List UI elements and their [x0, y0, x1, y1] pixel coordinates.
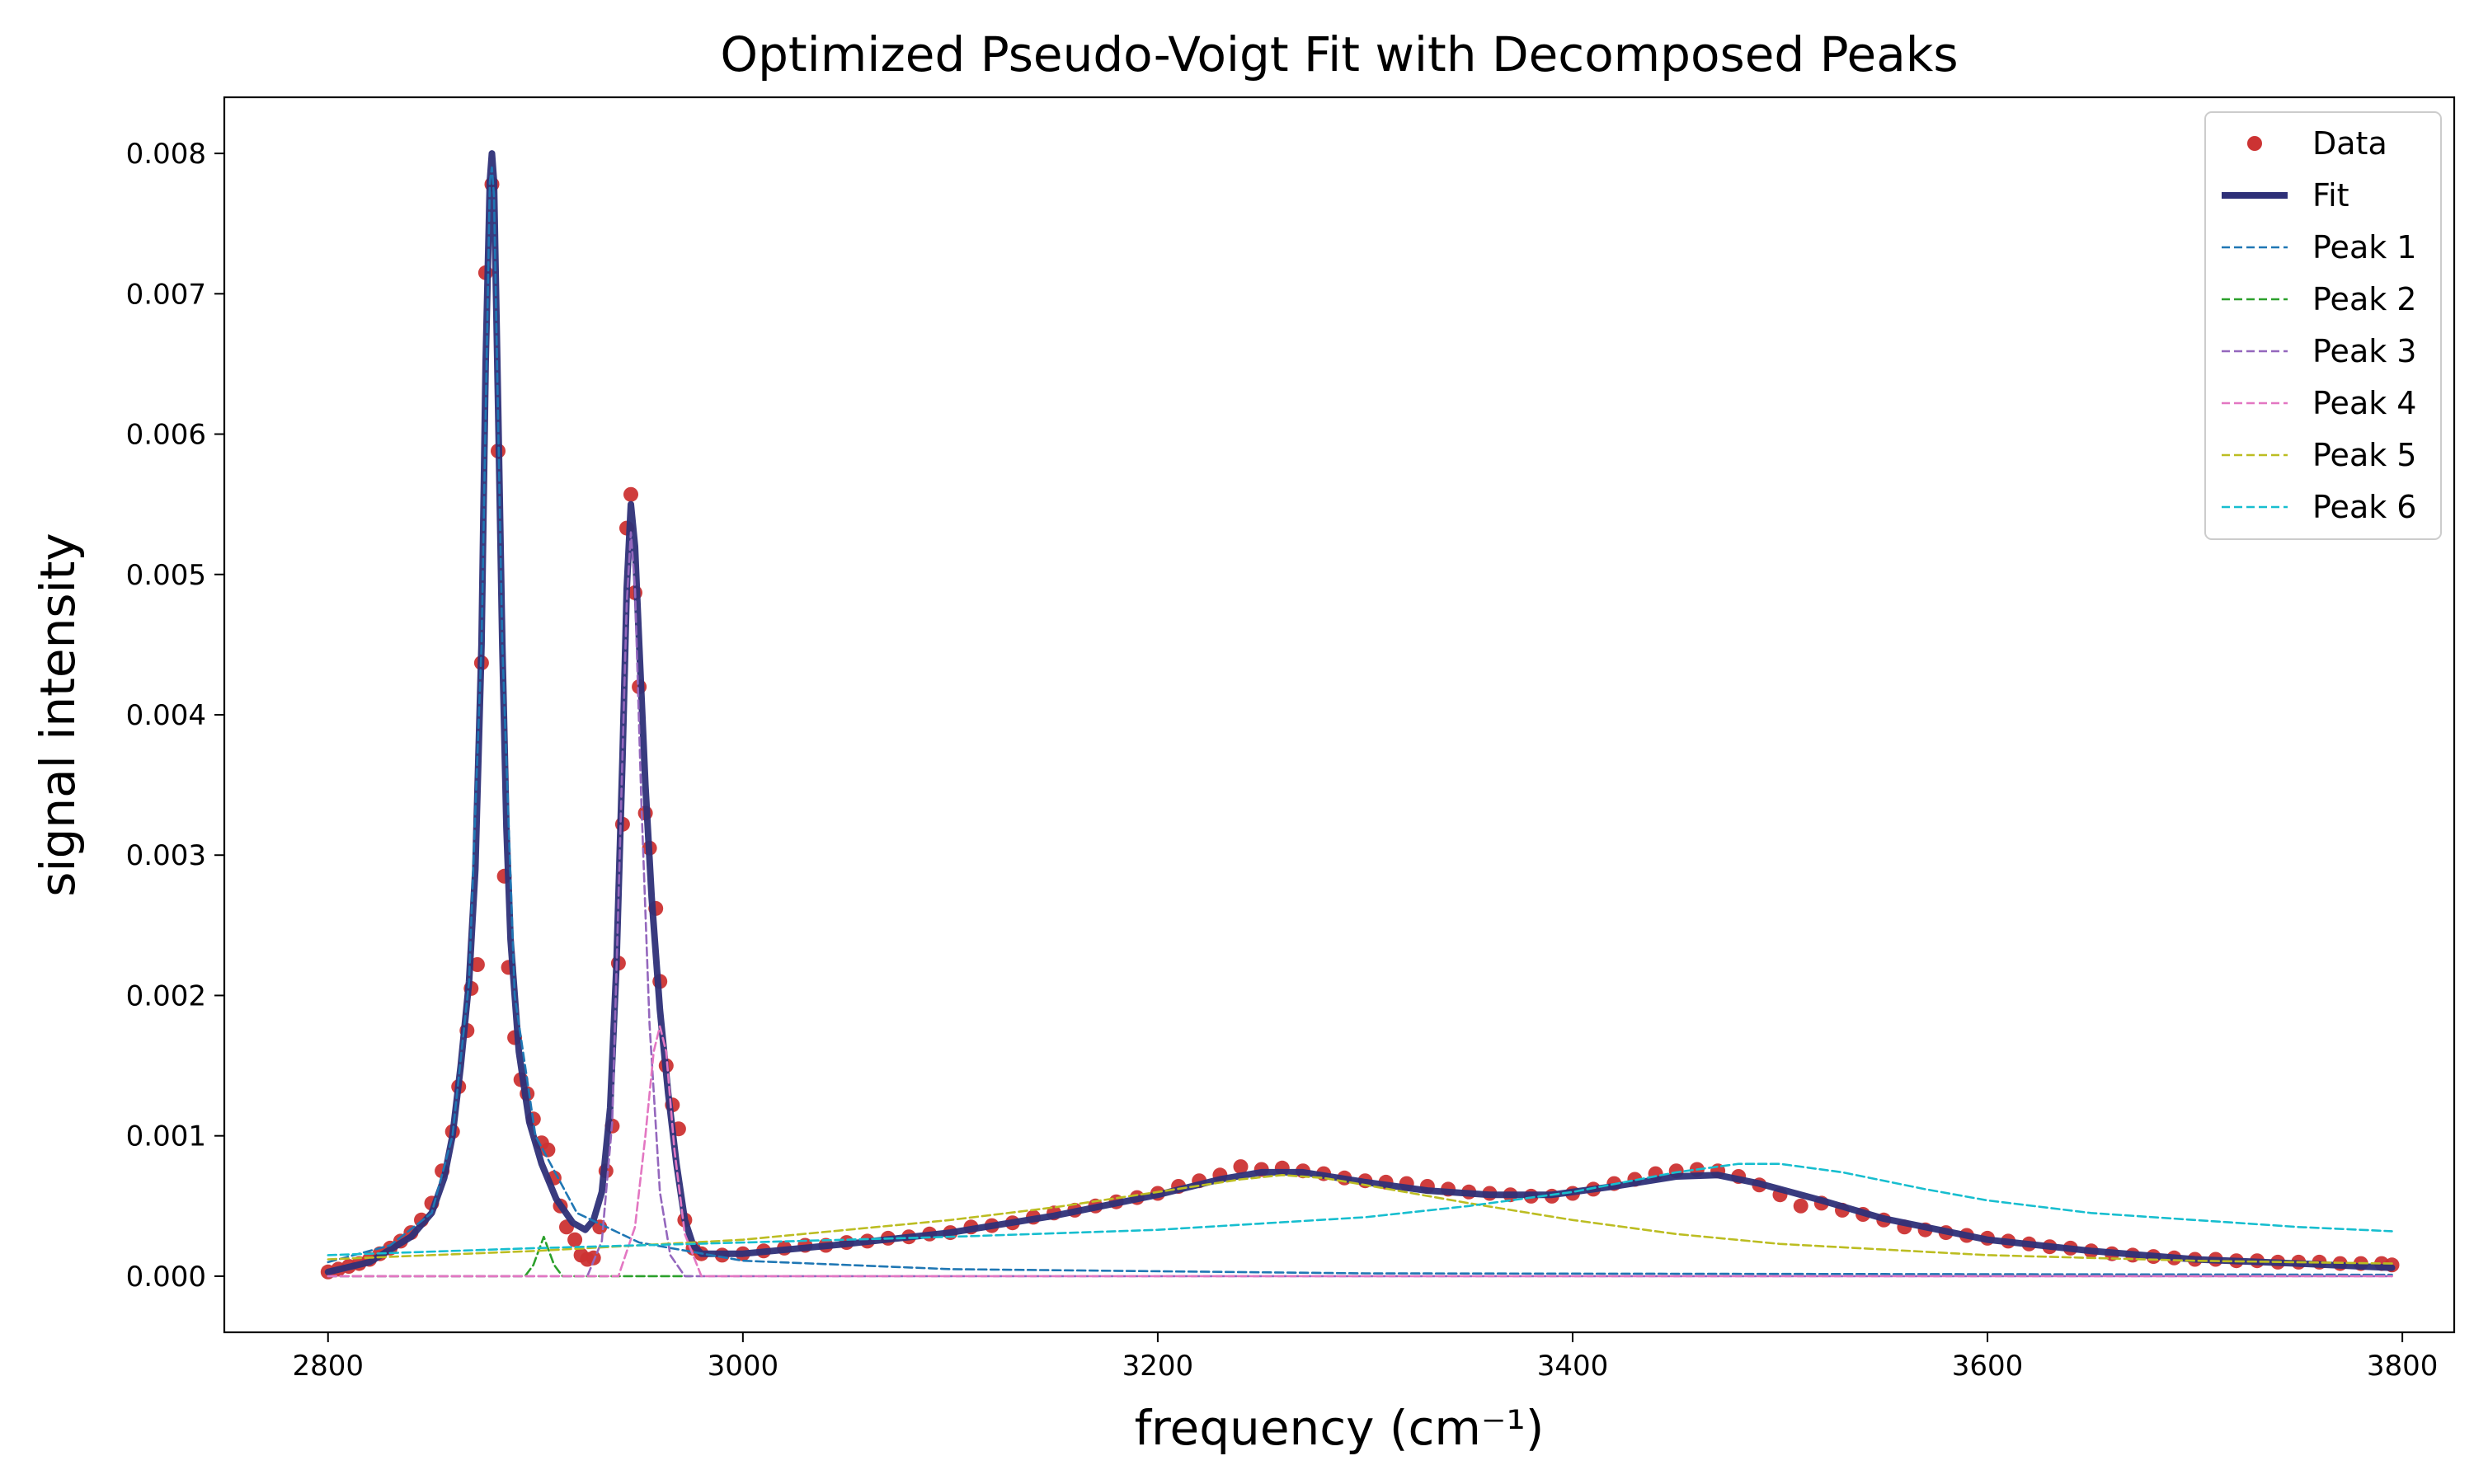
series-peak-6: [327, 1162, 2393, 1256]
y-tick-label: 0.005: [126, 559, 206, 592]
legend-label: Peak 4: [2312, 385, 2417, 421]
legend-box: [2204, 111, 2442, 540]
data-point: [586, 1250, 601, 1266]
x-axis: 2800 3000 3200 3400 3600 3800: [293, 1332, 2439, 1383]
data-point: [623, 486, 638, 502]
x-tick-label: 3000: [708, 1350, 779, 1383]
series-line: [327, 1025, 2393, 1278]
y-tick-label: 0.004: [126, 699, 206, 732]
x-axis-label: frequency (cm⁻¹): [1135, 1400, 1545, 1456]
series-line: [327, 1174, 2393, 1265]
legend-label: Peak 1: [2312, 229, 2417, 265]
y-tick-label: 0.003: [126, 839, 206, 872]
legend-item: Peak 4: [2222, 385, 2417, 421]
legend-item: Peak 2: [2222, 281, 2417, 317]
legend-label: Peak 2: [2312, 281, 2417, 317]
y-axis-label: signal intensity: [30, 533, 86, 896]
legend-item: Peak 1: [2222, 229, 2417, 265]
x-tick-label: 3800: [2367, 1350, 2439, 1383]
x-tick-label: 3200: [1122, 1350, 1194, 1383]
x-tick-label: 3400: [1537, 1350, 1609, 1383]
x-tick-label: 3600: [1952, 1350, 2024, 1383]
y-tick-label: 0.001: [126, 1120, 206, 1153]
data-point: [567, 1232, 583, 1247]
chart-title: Optimized Pseudo-Voigt Fit with Decompos…: [720, 26, 1958, 82]
x-tick-label: 2800: [293, 1350, 365, 1383]
series-peak-5: [327, 1174, 2393, 1265]
y-tick-label: 0.008: [126, 138, 206, 171]
y-tick-label: 0.002: [126, 979, 206, 1012]
series-line: [327, 1162, 2393, 1256]
data-point: [1793, 1198, 1808, 1214]
legend-item: Peak 6: [2222, 489, 2417, 525]
legend-label: Peak 6: [2312, 489, 2417, 525]
legend-label: Peak 5: [2312, 437, 2417, 473]
legend-label: Data: [2312, 125, 2387, 162]
legend-item: Peak 3: [2222, 333, 2417, 369]
legend-item: Data: [2247, 125, 2387, 162]
legend-label: Fit: [2312, 177, 2349, 214]
y-tick-label: 0.007: [126, 278, 206, 311]
data-point: [1233, 1159, 1249, 1175]
y-tick-label: 0.000: [126, 1261, 206, 1294]
y-tick-label: 0.006: [126, 419, 206, 452]
series-layer: [320, 150, 2400, 1280]
series-peak-4: [327, 1025, 2393, 1278]
series-peak-2: [327, 1235, 693, 1278]
y-axis: 0.000 0.001 0.002 0.003 0.004 0.005 0.006 0.007…: [126, 138, 224, 1294]
legend: Data Fit Peak 1 Peak 2 Peak 3 Peak 4 Peak 5 Pea…: [2204, 111, 2442, 540]
legend-marker: [2247, 136, 2262, 151]
series-line: [327, 1235, 693, 1278]
legend-item: Fit: [2222, 177, 2349, 214]
data-point: [469, 957, 485, 972]
legend-label: Peak 3: [2312, 333, 2417, 369]
legend-item: Peak 5: [2222, 437, 2417, 473]
